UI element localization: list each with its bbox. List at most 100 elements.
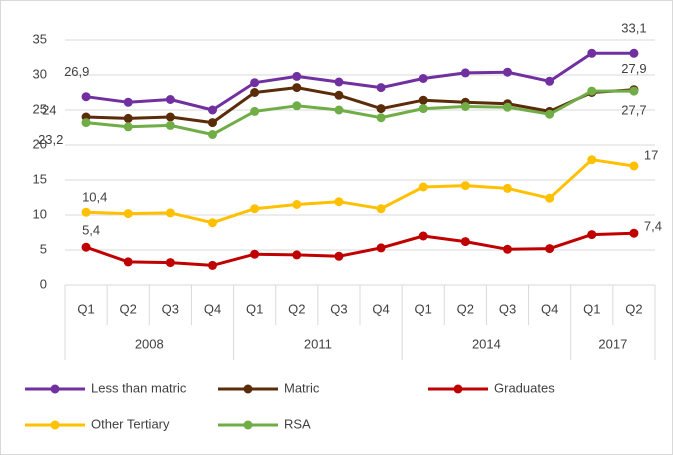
y-tick-label: 15 [33,171,47,186]
data-point [208,218,217,228]
data-point [81,207,91,217]
series-line [85,51,634,112]
y-tick-label: 20 [33,136,47,151]
legend-label: Less than matric [91,380,187,395]
data-point [292,83,302,93]
data-point [587,230,597,240]
data-label: 17 [644,147,658,162]
y-tick-label: 35 [33,31,47,46]
data-point [292,200,302,209]
data-label: 23,2 [38,132,63,147]
data-point [292,250,302,260]
y-tick-label: 10 [33,206,47,221]
data-point [208,105,217,115]
series-line [85,231,634,267]
data-point [545,109,555,119]
data-point [545,244,555,254]
data-label: 10,4 [82,190,107,205]
data-point [460,237,470,247]
data-point [123,257,133,267]
x-tick-label: Q3 [499,301,516,316]
data-point [376,204,386,214]
data-point [460,68,470,78]
data-point [123,113,133,123]
legend-marker [50,384,60,394]
data-point [503,183,512,193]
x-tick-label: Q4 [204,301,221,316]
data-point [123,122,133,132]
group-label: 2017 [598,336,627,351]
data-point [587,48,597,58]
data-point [503,67,512,77]
data-point [208,118,217,128]
data-point [250,88,260,97]
data-label: 7,4 [644,219,662,234]
x-tick-label: Q2 [120,301,137,316]
y-tick-label: 25 [33,101,47,116]
data-point [334,197,344,207]
data-point [250,204,260,214]
data-label: 26,9 [64,64,89,79]
data-point [418,231,428,241]
legend-label: Other Tertiary [91,416,170,431]
data-point [545,193,555,203]
data-point [165,120,175,130]
data-point [629,48,639,58]
x-tick-label: Q4 [372,301,389,316]
series-line [85,89,634,136]
data-point [418,104,428,114]
data-point [165,95,175,104]
data-point [250,78,260,88]
data-point [165,258,175,268]
data-point [629,86,639,96]
y-tick-label: 30 [33,66,47,81]
data-point [208,130,217,139]
x-tick-label: Q1 [77,301,94,316]
data-point [418,95,428,105]
group-label: 2011 [304,336,332,351]
series-line [86,86,635,125]
legend-marker [453,384,463,394]
data-point [81,242,91,252]
data-label: 24 [42,102,56,117]
x-tick-label: Q3 [162,301,179,316]
x-tick-label: Q1 [415,301,432,316]
legend-marker [50,420,60,430]
data-point [292,71,302,81]
x-tick-label: Q2 [288,301,305,316]
data-point [334,90,344,100]
data-point [334,251,344,261]
legend-marker [243,420,253,430]
legend-label: Graduates [494,380,555,395]
data-point [292,101,302,111]
data-point [250,106,260,116]
data-point [334,77,344,87]
group-label: 2008 [135,336,164,351]
data-point [545,76,555,86]
data-point [123,209,133,219]
data-point [503,244,512,254]
x-tick-label: Q2 [457,301,474,316]
data-point [165,208,175,218]
legend-label: RSA [284,416,311,431]
data-point [376,243,386,253]
legend-marker [243,384,253,394]
data-point [587,155,597,165]
data-label: 27,9 [621,61,646,76]
data-point [376,113,386,123]
data-point [629,228,639,238]
legend-label: Matric [284,380,320,395]
group-label: 2014 [472,336,501,351]
data-point [629,161,639,171]
data-point [81,118,91,128]
x-tick-label: Q4 [541,301,558,316]
data-point [376,104,386,114]
data-point [81,92,91,102]
data-point [376,83,386,93]
data-label: 5,4 [82,223,100,238]
y-tick-label: 5 [40,241,47,256]
x-tick-label: Q2 [625,301,642,316]
y-tick-label: 0 [40,276,47,291]
